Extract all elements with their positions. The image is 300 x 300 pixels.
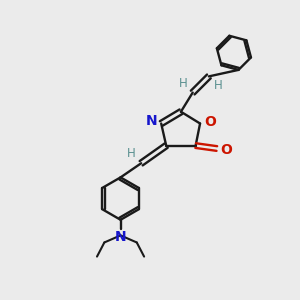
Text: N: N — [146, 114, 158, 128]
Text: H: H — [179, 77, 188, 90]
Text: H: H — [127, 147, 136, 160]
Text: H: H — [214, 79, 222, 92]
Text: N: N — [115, 230, 126, 244]
Text: O: O — [204, 115, 216, 129]
Text: O: O — [220, 143, 232, 157]
